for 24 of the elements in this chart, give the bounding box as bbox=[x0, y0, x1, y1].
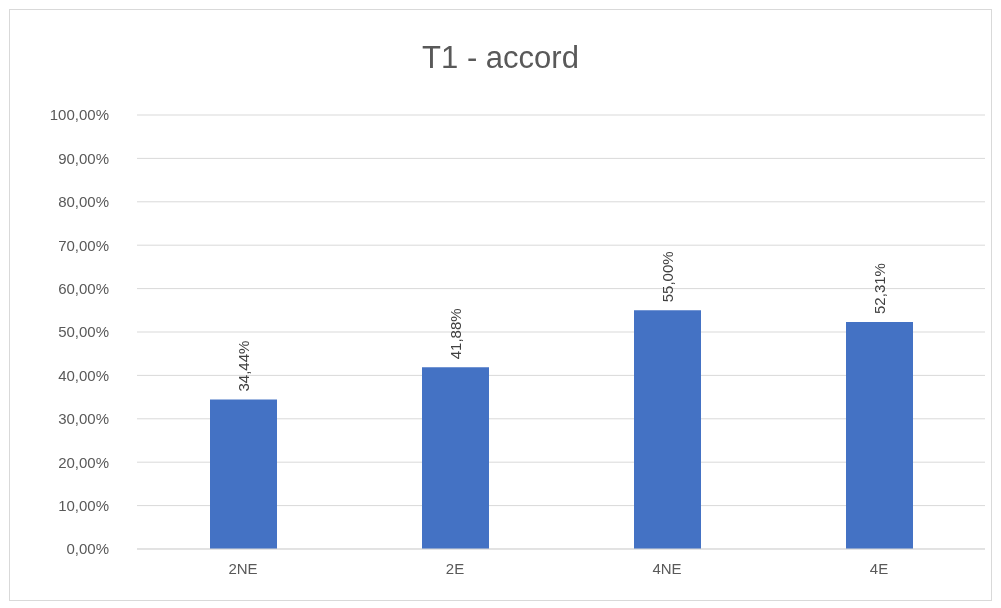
chart-title: T1 - accord bbox=[421, 40, 580, 76]
x-tick-label: 4E bbox=[869, 559, 889, 577]
data-label: 41,88% bbox=[447, 308, 464, 360]
y-tick-label: 30,00% bbox=[58, 410, 109, 428]
bar bbox=[634, 310, 701, 549]
y-tick-label: 100,00% bbox=[49, 106, 109, 124]
x-tick-label: 2E bbox=[445, 559, 465, 577]
y-tick-label: 70,00% bbox=[58, 236, 109, 254]
bar bbox=[422, 367, 489, 549]
data-label: 34,44% bbox=[235, 340, 252, 392]
y-tick-label: 10,00% bbox=[58, 496, 109, 514]
x-tick-label: 2NE bbox=[228, 559, 258, 577]
bar bbox=[210, 399, 277, 549]
bar bbox=[846, 321, 913, 549]
y-tick-label: 0,00% bbox=[66, 540, 109, 558]
y-tick-label: 90,00% bbox=[58, 149, 109, 167]
data-label: 52,31% bbox=[871, 263, 888, 314]
data-label: 55,00% bbox=[659, 251, 676, 303]
y-tick-label: 20,00% bbox=[58, 453, 109, 471]
y-tick-label: 40,00% bbox=[58, 366, 109, 384]
x-tick-label: 4NE bbox=[652, 559, 682, 577]
y-tick-label: 80,00% bbox=[58, 193, 109, 211]
y-tick-label: 50,00% bbox=[58, 323, 109, 341]
y-tick-label: 60,00% bbox=[58, 279, 109, 297]
